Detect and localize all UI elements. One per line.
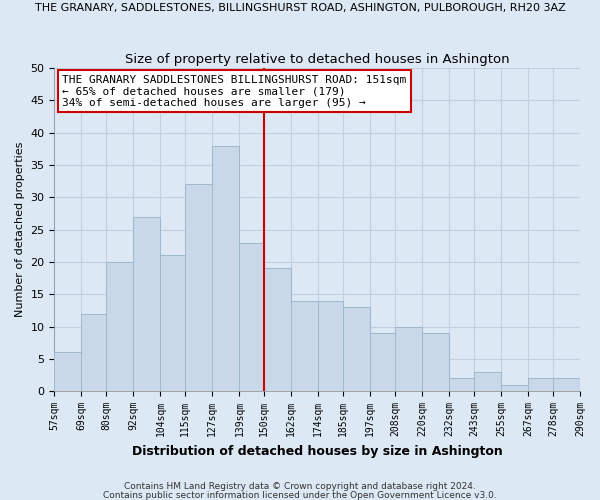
Text: Contains HM Land Registry data © Crown copyright and database right 2024.: Contains HM Land Registry data © Crown c… bbox=[124, 482, 476, 491]
Bar bbox=[264, 268, 291, 391]
Y-axis label: Number of detached properties: Number of detached properties bbox=[15, 142, 25, 318]
Text: THE GRANARY, SADDLESTONES, BILLINGSHURST ROAD, ASHINGTON, PULBOROUGH, RH20 3AZ: THE GRANARY, SADDLESTONES, BILLINGSHURST… bbox=[35, 2, 565, 12]
Text: THE GRANARY SADDLESTONES BILLINGSHURST ROAD: 151sqm
← 65% of detached houses are: THE GRANARY SADDLESTONES BILLINGSHURST R… bbox=[62, 74, 407, 108]
Bar bbox=[343, 307, 370, 391]
Bar bbox=[319, 300, 343, 391]
Bar bbox=[449, 378, 474, 391]
Bar bbox=[160, 256, 185, 391]
Text: Contains public sector information licensed under the Open Government Licence v3: Contains public sector information licen… bbox=[103, 490, 497, 500]
Bar bbox=[106, 262, 133, 391]
Bar bbox=[501, 384, 528, 391]
Bar bbox=[212, 146, 239, 391]
Bar bbox=[239, 242, 264, 391]
Bar bbox=[395, 326, 422, 391]
Bar bbox=[133, 216, 160, 391]
Bar bbox=[422, 333, 449, 391]
Title: Size of property relative to detached houses in Ashington: Size of property relative to detached ho… bbox=[125, 52, 509, 66]
Bar bbox=[370, 333, 395, 391]
Bar bbox=[185, 184, 212, 391]
X-axis label: Distribution of detached houses by size in Ashington: Distribution of detached houses by size … bbox=[132, 444, 503, 458]
Bar bbox=[528, 378, 553, 391]
Bar bbox=[474, 372, 501, 391]
Bar bbox=[291, 300, 319, 391]
Bar bbox=[55, 352, 82, 391]
Bar bbox=[553, 378, 580, 391]
Bar bbox=[82, 314, 106, 391]
